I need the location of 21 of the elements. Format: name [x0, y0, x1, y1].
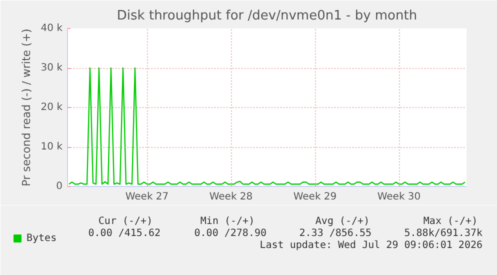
text: 0.00 /415.62: [88, 228, 161, 239]
text: 5.88k/691.37k: [404, 228, 483, 239]
y-tick-label: 10 k: [40, 142, 63, 152]
y-tick-label: 0: [56, 181, 63, 192]
chart-title: Disk throughput for /dev/nvme0n1 - by month: [116, 8, 418, 24]
legend-label: Bytes: [26, 233, 57, 244]
text: 0.00 /278.90: [194, 228, 267, 239]
x-tick-label: Week 30: [377, 192, 421, 202]
y-axis-title: Pr second read (-) / write (+): [20, 28, 33, 186]
y-tick-label: 20 k: [40, 102, 63, 113]
text: Avg (-/+): [315, 216, 370, 227]
x-tick-label: Week 27: [125, 192, 169, 202]
text: Min (-/+): [200, 216, 255, 227]
text: Cur (-/+): [98, 216, 153, 227]
x-tick-label: Week 29: [293, 192, 337, 202]
y-tick-label: 40 k: [40, 23, 63, 34]
x-tick-label: Week 28: [209, 192, 253, 202]
y-tick-label: 30 k: [40, 62, 63, 74]
text: 2.33 /856.55: [299, 228, 372, 239]
text: Last update: Wed Jul 29 09:06:01 2026: [260, 240, 483, 251]
text: Max (-/+): [423, 216, 478, 227]
